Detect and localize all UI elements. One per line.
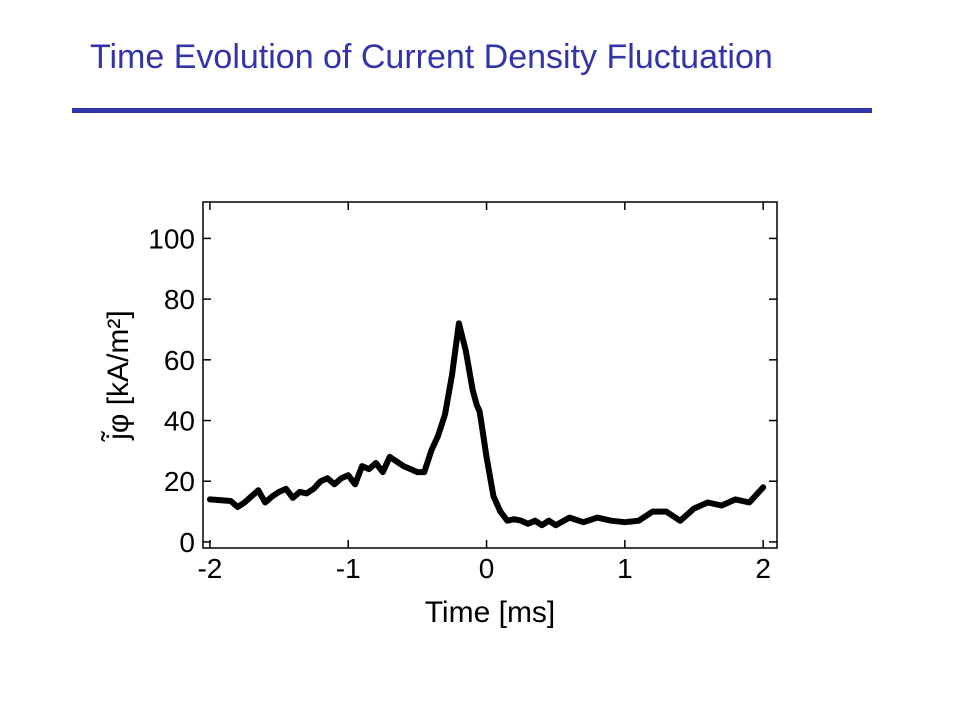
x-tick-label: 1 <box>617 553 633 584</box>
slide-title: Time Evolution of Current Density Fluctu… <box>90 38 773 76</box>
y-tick-label: 60 <box>164 345 195 376</box>
title-underline <box>72 108 872 113</box>
x-tick-label: 2 <box>755 553 771 584</box>
y-tick-label: 80 <box>164 284 195 315</box>
series-line <box>206 320 767 529</box>
y-tick-label: 20 <box>164 466 195 497</box>
y-tick-label: 0 <box>179 527 195 558</box>
x-tick-label: -2 <box>197 553 222 584</box>
y-axis-label: j̃φ [kA/m²] <box>101 310 135 442</box>
y-tick-label: 40 <box>164 406 195 437</box>
x-axis-label: Time [ms] <box>425 596 556 629</box>
x-tick-label: 0 <box>479 553 495 584</box>
y-tick-label: 100 <box>148 223 195 254</box>
plot-frame <box>202 201 778 549</box>
x-tick-label: -1 <box>336 553 361 584</box>
